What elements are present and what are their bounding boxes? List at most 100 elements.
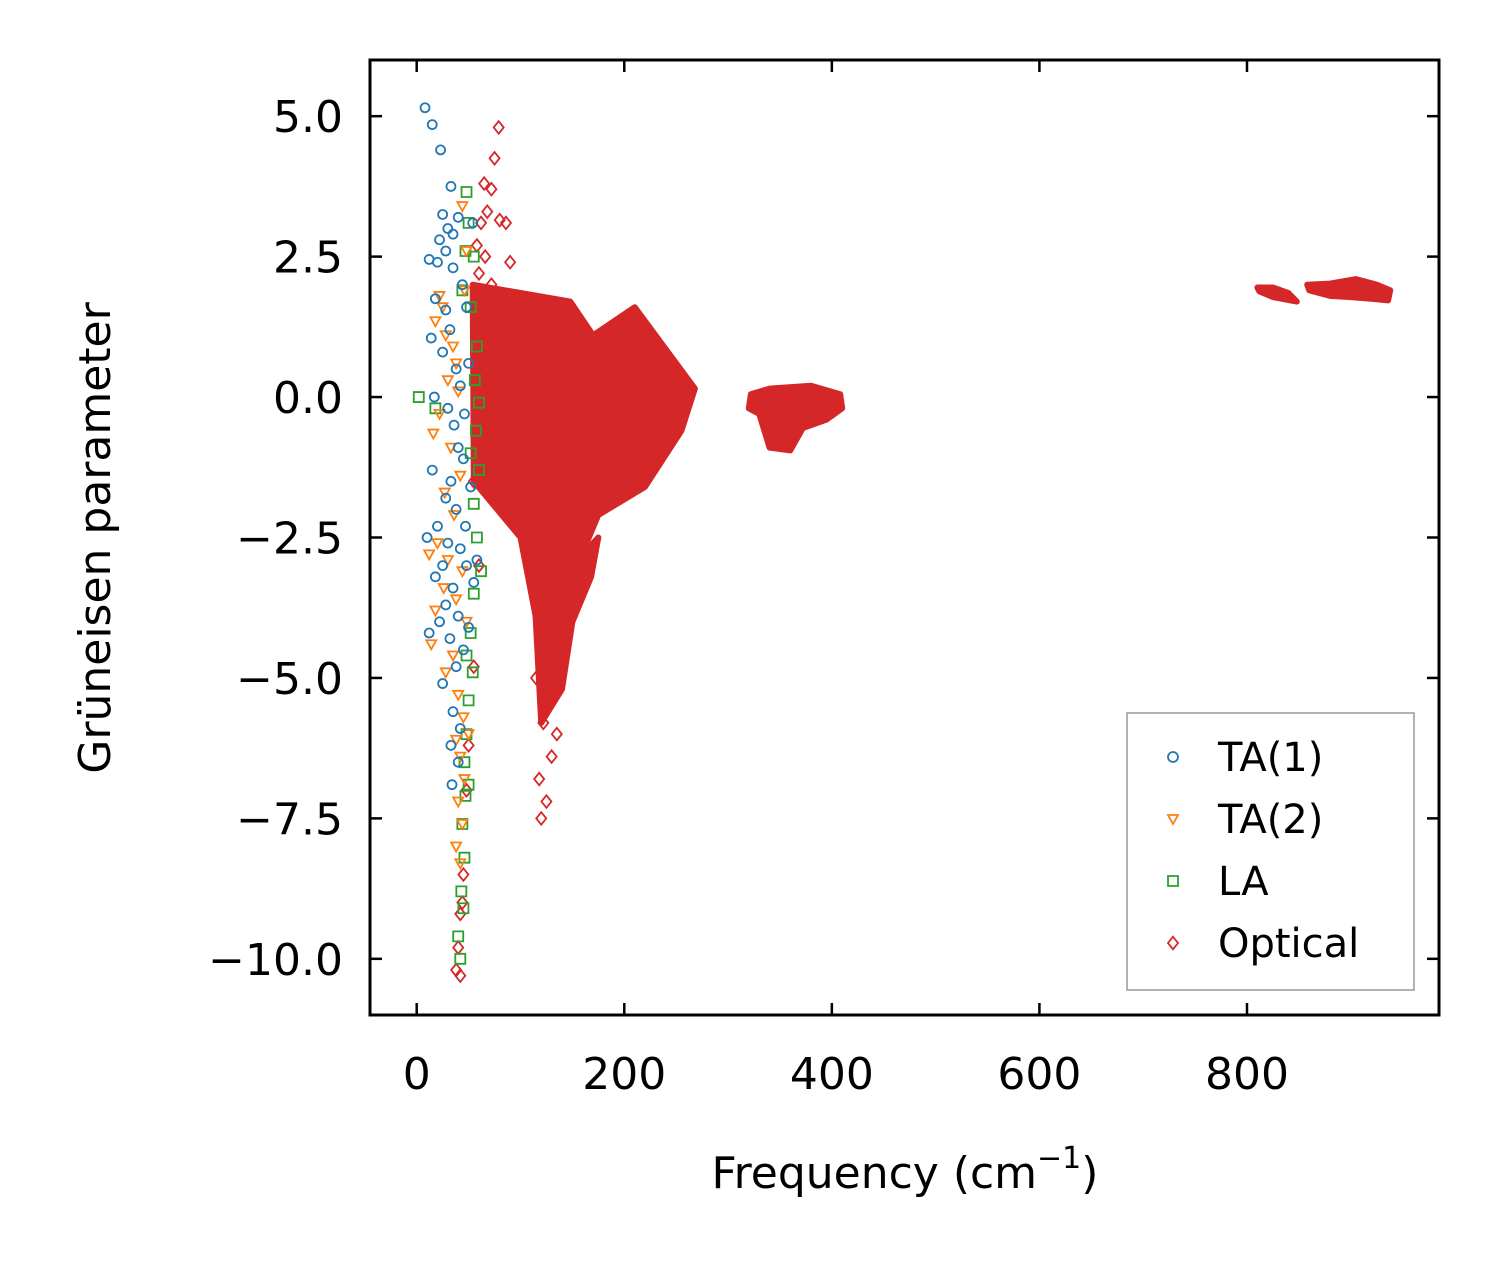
data-point (457, 866, 470, 883)
data-point (454, 952, 467, 965)
data-point (543, 692, 556, 709)
data-point (463, 621, 474, 633)
legend-label-ta-1: TA(1) (1217, 735, 1323, 781)
data-point (452, 211, 464, 223)
data-point (439, 667, 453, 680)
data-point (458, 756, 471, 769)
data-point (467, 217, 479, 229)
data-point (437, 346, 449, 358)
data-point (550, 726, 563, 742)
data-point (467, 497, 480, 510)
data-point (540, 793, 553, 810)
data-point (440, 304, 452, 316)
x-axis-label-suffix: ) (1081, 1148, 1098, 1199)
data-point (533, 771, 546, 787)
data-point (432, 256, 443, 268)
data-point (429, 293, 441, 305)
series-ta-1 (419, 102, 483, 791)
data-point (426, 119, 438, 131)
legend-marker-ta-1 (1167, 751, 1179, 763)
data-point (492, 119, 505, 136)
data-point (435, 144, 446, 156)
data-point (440, 599, 452, 611)
data-point (455, 819, 469, 831)
data-point (460, 186, 473, 198)
data-point (471, 531, 483, 544)
data-point (459, 246, 474, 258)
data-point (428, 316, 442, 329)
legend-marker-la (1167, 875, 1179, 887)
data-point (449, 734, 463, 747)
data-point (419, 102, 431, 114)
data-point (437, 678, 449, 689)
y-tick-label: 0.0 (273, 373, 343, 424)
y-tick-label: −2.5 (236, 514, 343, 565)
data-point (454, 967, 467, 984)
data-point (478, 175, 491, 192)
legend: TA(1) TA(2) LA Optical (1126, 712, 1415, 991)
data-point (421, 532, 433, 543)
data-point (472, 265, 486, 282)
x-tick-label: 600 (997, 1049, 1081, 1100)
series-optical (449, 119, 1394, 984)
optical-dense-cluster (745, 382, 846, 454)
data-point (412, 391, 425, 403)
data-point (473, 464, 485, 476)
data-point (456, 818, 469, 830)
y-tick-label: −5.0 (236, 654, 343, 705)
legend-marker-ta-2 (1166, 814, 1180, 826)
data-point (481, 203, 494, 220)
data-point (428, 391, 440, 403)
data-point (434, 616, 445, 628)
data-point (452, 610, 464, 622)
data-point (467, 473, 480, 490)
optical-dense-cluster (1254, 284, 1300, 305)
data-point (446, 650, 460, 663)
data-point (447, 582, 459, 594)
data-point (471, 554, 483, 566)
data-point (437, 560, 449, 571)
data-point (433, 409, 447, 421)
data-point (493, 212, 506, 228)
data-point (455, 201, 469, 213)
data-point (423, 627, 435, 639)
data-point (462, 729, 476, 741)
data-point (461, 301, 472, 313)
data-point (460, 520, 471, 532)
data-point (498, 288, 512, 304)
legend-label-la: LA (1218, 859, 1269, 905)
y-tick-label: −10.0 (208, 935, 343, 986)
data-point (447, 706, 459, 718)
data-point (445, 180, 457, 192)
data-point (446, 341, 460, 354)
data-point (447, 228, 459, 240)
data-point (473, 396, 485, 409)
x-axis-label: Frequency (cm−1) (712, 1141, 1099, 1199)
data-point (458, 644, 469, 656)
data-point (464, 301, 477, 314)
data-point (555, 642, 569, 658)
data-point (454, 543, 466, 555)
data-point (456, 279, 468, 291)
series-la (412, 186, 487, 965)
data-point (422, 549, 436, 562)
data-point (467, 250, 480, 263)
data-point (535, 810, 548, 827)
data-point (426, 428, 440, 441)
optical-dense-cluster (529, 450, 602, 726)
data-point (545, 748, 558, 765)
data-point (450, 363, 462, 375)
data-point (432, 520, 443, 532)
data-point (436, 302, 450, 315)
data-point (467, 587, 480, 600)
data-point (437, 209, 449, 220)
data-point (424, 639, 438, 652)
data-point (444, 324, 456, 336)
data-point (445, 739, 457, 751)
data-point (440, 245, 452, 257)
data-point (442, 402, 454, 414)
data-point (428, 605, 442, 618)
tick-layer: 0 200 400 600 800 5.0 2.5 0.0 −2.5 −5.0 −7.5 −10.0 (208, 60, 1439, 1100)
